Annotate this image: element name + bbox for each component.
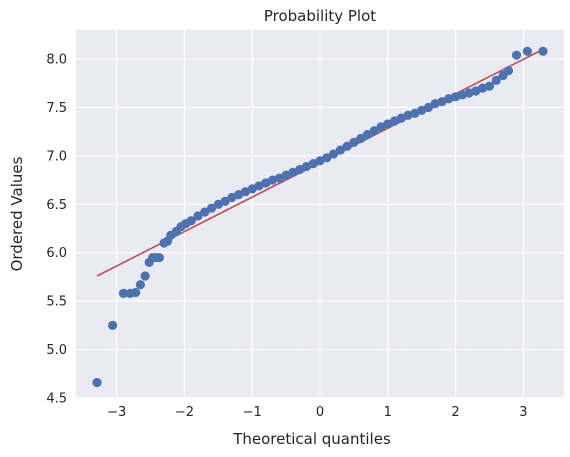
data-point [356, 133, 366, 144]
x-tick-label: 2 [451, 405, 459, 420]
data-point [491, 75, 501, 85]
data-point [131, 287, 141, 298]
data-point [349, 137, 359, 147]
data-point [511, 50, 522, 60]
data-point [108, 320, 118, 330]
y-tick-label: 6.0 [46, 246, 67, 261]
data-point [423, 102, 434, 113]
data-point [186, 216, 196, 226]
y-tick-label: 8.0 [46, 53, 67, 68]
chart-title: Probability Plot [264, 7, 376, 25]
y-tick-label: 7.5 [46, 101, 67, 116]
x-tick-label: 0 [316, 405, 324, 420]
data-point [140, 271, 150, 281]
data-point [206, 203, 217, 213]
data-point [154, 252, 164, 263]
data-point [135, 280, 145, 290]
x-tick-label: 1 [384, 405, 392, 420]
y-tick-label: 7.0 [46, 149, 67, 164]
data-point [220, 196, 230, 207]
data-point [484, 81, 495, 91]
data-point [322, 153, 332, 163]
data-point [342, 141, 352, 151]
x-axis-label: Theoretical quantiles [232, 430, 391, 448]
data-point [335, 145, 345, 155]
y-tick-labels: 4.5 5.0 5.5 6.0 6.5 7.0 7.5 8.0 [46, 53, 67, 407]
x-tick-label: −2 [175, 405, 194, 420]
data-point [92, 377, 102, 388]
y-tick-label: 5.0 [46, 343, 67, 358]
x-tick-label: −1 [243, 405, 262, 420]
data-point [362, 129, 373, 140]
data-point [503, 66, 514, 76]
data-point [193, 211, 203, 221]
data-point [328, 149, 339, 159]
data-points [92, 46, 548, 388]
y-tick-label: 4.5 [46, 392, 67, 407]
x-tick-label: 3 [519, 405, 527, 420]
x-tick-label: −3 [107, 405, 126, 420]
data-point [369, 126, 379, 136]
data-point [522, 46, 533, 56]
data-point [118, 288, 129, 299]
y-tick-label: 6.5 [46, 198, 67, 213]
data-point [538, 46, 548, 56]
y-tick-label: 5.5 [46, 295, 67, 310]
grid-lines [76, 30, 564, 399]
y-axis-label: Ordered Values [8, 156, 26, 271]
data-point [200, 207, 210, 217]
x-tick-labels: −3 −2 −1 0 1 2 3 [107, 405, 527, 420]
